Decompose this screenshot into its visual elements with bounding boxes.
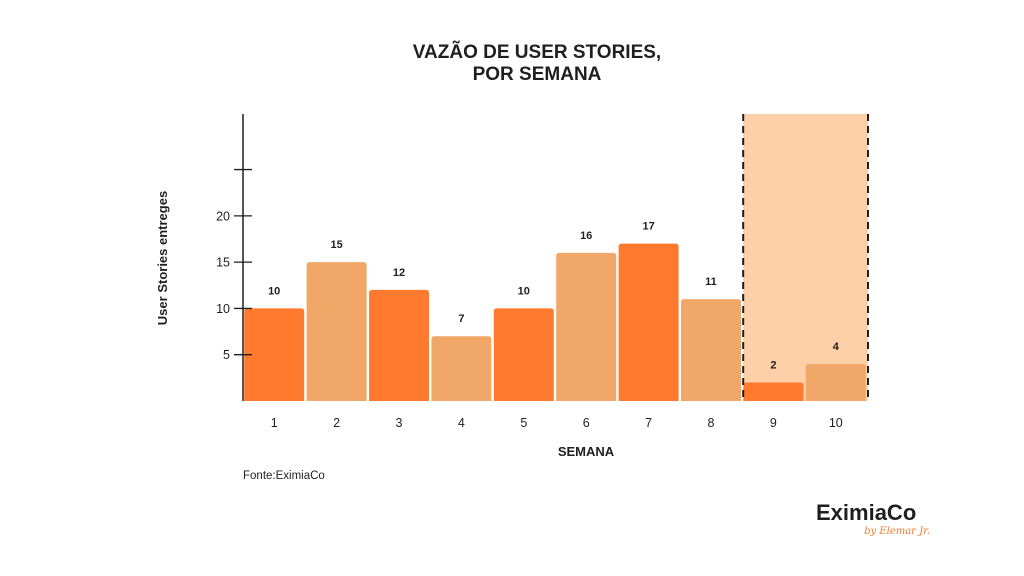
source-note: Fonte:EximiaCo (243, 470, 325, 482)
bar-value-label: 17 (642, 221, 654, 233)
x-tick-label: 7 (645, 416, 652, 430)
bar (743, 382, 804, 401)
bar (805, 363, 866, 401)
bar (306, 262, 367, 401)
bar (431, 336, 492, 401)
logo-wordmark: EximiaCo (816, 500, 916, 525)
bar (556, 252, 617, 401)
bar-value-label: 11 (705, 276, 717, 288)
x-tick-label: 2 (333, 416, 340, 430)
x-tick-label: 3 (396, 416, 403, 430)
bars (244, 243, 866, 401)
value-labels: 10 15 12 7 10 16 17 11 2 4 (268, 221, 840, 372)
x-tick-label: 10 (829, 416, 843, 430)
bar (493, 308, 554, 401)
bar-value-label: 4 (833, 341, 840, 353)
bar-value-label: 10 (268, 285, 280, 297)
logo: EximiaCo by Elemar Jr. (816, 500, 930, 537)
x-tick-label: 8 (708, 416, 715, 430)
x-tick-label: 4 (458, 416, 465, 430)
bar (618, 243, 679, 401)
bar-value-label: 7 (458, 313, 464, 325)
bar-value-label: 15 (330, 239, 342, 251)
logo-tagline: by Elemar Jr. (864, 526, 930, 537)
bar (681, 299, 741, 401)
y-axis-title: User Stories entreges (155, 191, 170, 325)
y-tick-label: 5 (223, 348, 230, 362)
bar-value-label: 16 (580, 230, 592, 242)
chart-title-line: VAZÃO DE USER STORIES, (413, 41, 661, 63)
bar-value-label: 10 (518, 285, 530, 297)
x-axis-title: SEMANA (558, 444, 615, 459)
chart-title: VAZÃO DE USER STORIES,POR SEMANA (413, 41, 661, 85)
y-tick-label: 15 (216, 256, 230, 270)
y-ticks: 5 10 15 20 (216, 168, 252, 362)
bar (244, 308, 305, 401)
x-tick-labels: 1 2 3 4 5 6 7 8 9 10 (271, 416, 843, 430)
y-tick-label: 20 (216, 209, 230, 223)
x-tick-label: 6 (583, 416, 590, 430)
x-tick-label: 1 (271, 416, 278, 430)
highlight-region (743, 114, 868, 401)
x-tick-label: 5 (520, 416, 527, 430)
bar-value-label: 2 (770, 359, 776, 371)
bar (369, 289, 429, 401)
x-tick-label: 9 (770, 416, 777, 430)
y-tick-label: 10 (216, 302, 230, 316)
chart-title-line: POR SEMANA (473, 64, 602, 85)
bar-value-label: 12 (393, 267, 405, 279)
